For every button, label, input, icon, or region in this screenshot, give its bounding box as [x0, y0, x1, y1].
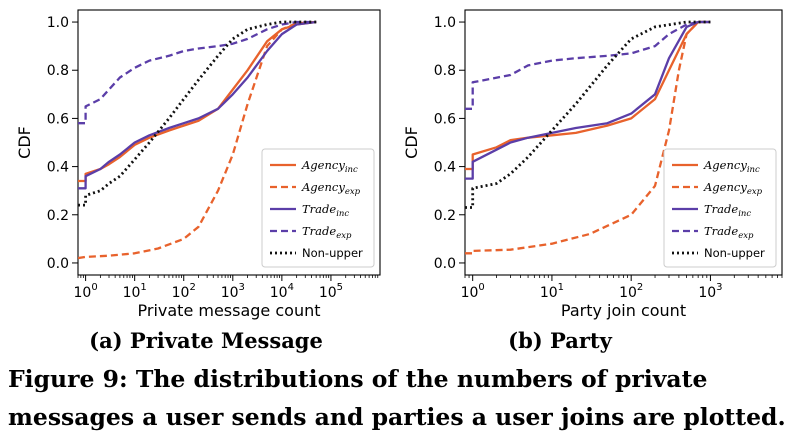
x-tick-label: 102	[619, 282, 643, 301]
legend-entry: Agencyexp	[301, 180, 361, 197]
legend-entry: Tradeinc	[704, 202, 751, 219]
figure: 100 101 102 103 104 105 0.0 0.2 0.4 0.6 0.8 1.0 Priv…	[15, 9, 783, 353]
y-tick-label: 0.4	[434, 160, 456, 176]
x-tick-label: 103	[698, 282, 722, 301]
series-line-agency-inc	[465, 20, 711, 171]
legend-entry: Tradeinc	[302, 202, 349, 219]
y-tick-label: 0.6	[434, 111, 456, 127]
y-tick-label: 0.0	[47, 256, 69, 272]
legend: Agencyinc Agencyexp Tradeinc Tradeexp Non-up…	[261, 148, 375, 268]
x-axis-label: Party join count	[561, 301, 686, 320]
y-tick-label: 0.6	[47, 111, 69, 127]
x-tick-label: 100	[73, 282, 97, 301]
y-tick-label: 0.8	[434, 63, 456, 79]
x-tick-label: 101	[123, 282, 147, 301]
y-tick-label: 0.0	[434, 256, 456, 272]
y-tick-label: 0.2	[47, 208, 69, 224]
series-line-non-upper	[465, 20, 711, 209]
y-tick-label: 0.8	[47, 63, 69, 79]
series-line-non-upper	[78, 20, 317, 207]
x-tick-label: 105	[319, 282, 343, 301]
subcaption: (a) Private Message	[89, 328, 323, 353]
plot-frame	[77, 9, 381, 276]
panel-private-message: 100 101 102 103 104 105 0.0 0.2 0.4 0.6 0.8 1.0 Priv…	[15, 9, 381, 353]
x-tick-label: 102	[172, 282, 196, 301]
legend-entry: Tradeexp	[302, 224, 352, 241]
series-line-trade-inc	[465, 20, 711, 180]
y-tick-label: 1.0	[47, 15, 69, 31]
legend-entry: Tradeexp	[704, 224, 754, 241]
legend-entry: Agencyinc	[703, 158, 760, 175]
legend-entry: Non-upper	[302, 246, 363, 260]
x-minor-ticks	[464, 275, 783, 278]
series-line-agency-exp	[78, 20, 317, 260]
subcaption: (b) Party	[508, 328, 612, 353]
panel-party: 100 101 102 103 0.0 0.2 0.4 0.6 0.8 1.0 Party join…	[402, 9, 783, 353]
series-line-agency-exp	[465, 20, 711, 255]
x-minor-ticks	[77, 275, 379, 278]
y-tick-label: 1.0	[434, 15, 456, 31]
series-line-trade-exp	[465, 20, 711, 110]
legend: Agencyinc Agencyexp Tradeinc Tradeexp Non-up…	[663, 148, 777, 268]
x-axis-label: Private message count	[138, 301, 321, 320]
x-tick-label: 101	[540, 282, 564, 301]
x-tick-label: 103	[221, 282, 245, 301]
y-tick-label: 0.2	[434, 208, 456, 224]
legend-entry: Agencyexp	[703, 180, 763, 197]
legend-entry: Non-upper	[704, 246, 765, 260]
y-tick-label: 0.4	[47, 160, 69, 176]
series-line-trade-exp	[78, 20, 317, 125]
legend-frame	[261, 148, 375, 268]
legend-entry: Agencyinc	[301, 158, 358, 175]
x-tick-label: 100	[461, 282, 485, 301]
series-line-trade-inc	[78, 20, 317, 190]
y-axis-label: CDF	[402, 126, 421, 159]
y-axis-label: CDF	[15, 126, 34, 159]
x-tick-label: 104	[270, 282, 294, 301]
legend-frame	[663, 148, 777, 268]
figure-caption: Figure 9: The distributions of the numbe…	[8, 365, 786, 431]
